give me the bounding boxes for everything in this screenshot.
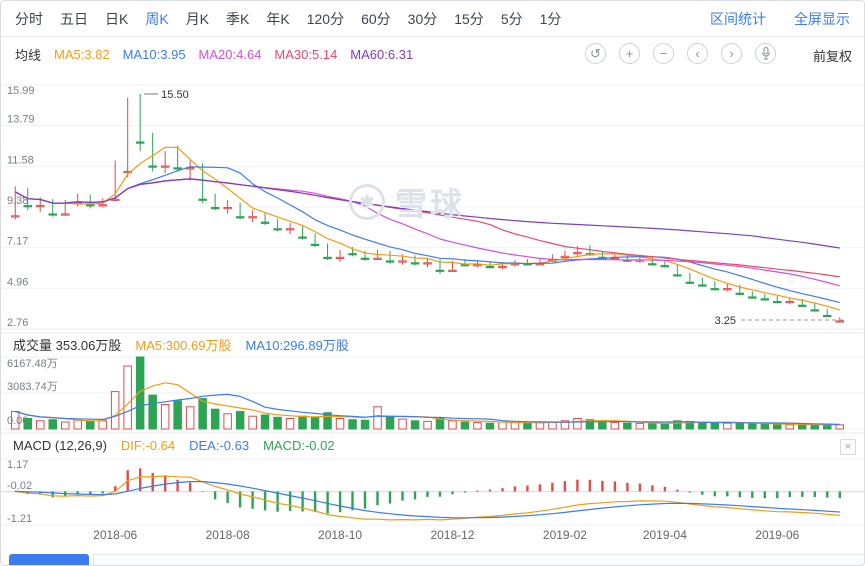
tab-月K[interactable]: 月K [185,10,210,27]
svg-text:15.99: 15.99 [7,85,35,97]
pane-header-label: 成交量 353.06万股 [13,338,122,353]
bottom-panel [93,554,864,565]
tab-1分[interactable]: 1分 [539,10,562,27]
action-全屏显示[interactable]: 全屏显示 [794,11,850,27]
ma-value-label: MA5:3.82 [54,46,110,62]
tab-年K[interactable]: 年K [266,10,290,27]
x-axis-label: 2019-04 [643,528,687,542]
pane-header-label: DIF:-0.64 [120,438,176,453]
svg-text:2.76: 2.76 [7,317,28,329]
tab-五日[interactable]: 五日 [60,10,88,27]
svg-text:-1.21: -1.21 [7,513,32,525]
macd-close-button[interactable]: × [840,439,856,455]
pane-header-label: MA10:296.89万股 [245,338,349,353]
zoom-in-icon[interactable]: + [619,43,640,64]
svg-text:7.17: 7.17 [7,236,28,248]
x-axis-label: 2018-12 [430,528,474,542]
next-icon[interactable]: › [721,43,742,64]
pane-header-label: MACD (12,26,9) [13,438,107,453]
volume-header: 成交量 353.06万股 MA5:300.69万股 MA10:296.89万股 [13,335,349,354]
ma-value-label: MA20:4.64 [198,46,262,62]
pane-header-label: DEA:-0.63 [189,438,250,453]
volume-pane [11,356,844,430]
prev-icon[interactable]: ‹ [687,43,708,64]
ma-value-label: MA60:6.31 [350,46,414,62]
x-axis-label: 2018-08 [206,528,250,542]
undo-icon[interactable]: ↺ [585,43,606,64]
tab-分时[interactable]: 分时 [15,10,43,27]
svg-text:6167.48万: 6167.48万 [7,358,58,370]
toolbar-right-actions: 区间统计 全屏显示 [710,1,850,37]
adjust-mode-button[interactable]: 前复权 [812,49,852,64]
tab-周K[interactable]: 周K [145,10,169,27]
svg-text:4.96: 4.96 [7,276,28,288]
svg-text:-0.02: -0.02 [7,480,32,492]
x-axis-label: 2018-10 [318,528,362,542]
tab-15分[interactable]: 15分 [454,10,484,27]
period-tabs: 分时 五日 日K 周K 月K 季K 年K 120分 60分 30分 15分 5分 1分 [15,9,561,29]
pane-header-label: MA5:300.69万股 [135,338,232,353]
tab-30分[interactable]: 30分 [407,10,438,27]
bottom-blue-button[interactable] [9,554,89,565]
tab-日K[interactable]: 日K [105,10,129,27]
tab-季K[interactable]: 季K [226,10,250,27]
ma-values: MA5:3.82 MA10:3.95 MA20:4.64 MA30:5.14 MA60:… [54,47,413,62]
period-toolbar: 分时 五日 日K 周K 月K 季K 年K 120分 60分 30分 15分 5分 1分 区间统计 全屏显示 [1,1,864,37]
tab-60分[interactable]: 60分 [361,10,391,27]
x-axis-label: 2019-02 [543,528,587,542]
price-pane [11,94,844,323]
macd-pane [14,468,841,521]
ma-value-label: MA10:3.95 [122,46,186,62]
peak-price-annotation: 15.50 [161,89,189,101]
kline-chart[interactable]: 15.99 13.79 11.58 9.38 7.17 4.96 2.76 6167.48万 3… [1,73,865,553]
x-axis-label: 2018-06 [93,528,137,542]
macd-header: MACD (12,26,9) DIF:-0.64 DEA:-0.63 MACD:-0.… [13,438,335,453]
x-axis-label: 2019-06 [755,528,799,542]
tab-120分[interactable]: 120分 [306,10,345,27]
chart-tool-icons: ↺ + − ‹ › [585,43,776,64]
svg-text:11.58: 11.58 [7,154,34,166]
svg-text:0.00: 0.00 [7,415,28,427]
ma-value-label: MA30:5.14 [274,46,338,62]
svg-text:3083.74万: 3083.74万 [7,381,58,393]
ma-indicator-bar: 均线 MA5:3.82 MA10:3.95 MA20:4.64 MA30:5.14 MA… [1,41,864,67]
last-price-annotation: 3.25 [715,315,736,327]
zoom-out-icon[interactable]: − [653,43,674,64]
svg-text:13.79: 13.79 [7,114,35,126]
action-区间统计[interactable]: 区间统计 [710,11,766,27]
mic-icon[interactable] [755,43,776,64]
tab-5分[interactable]: 5分 [500,10,523,27]
ma-bar-label: 均线 [15,47,42,63]
svg-text:9.38: 9.38 [7,195,28,207]
svg-text:1.17: 1.17 [7,459,28,471]
pane-header-label: MACD:-0.02 [263,438,335,453]
